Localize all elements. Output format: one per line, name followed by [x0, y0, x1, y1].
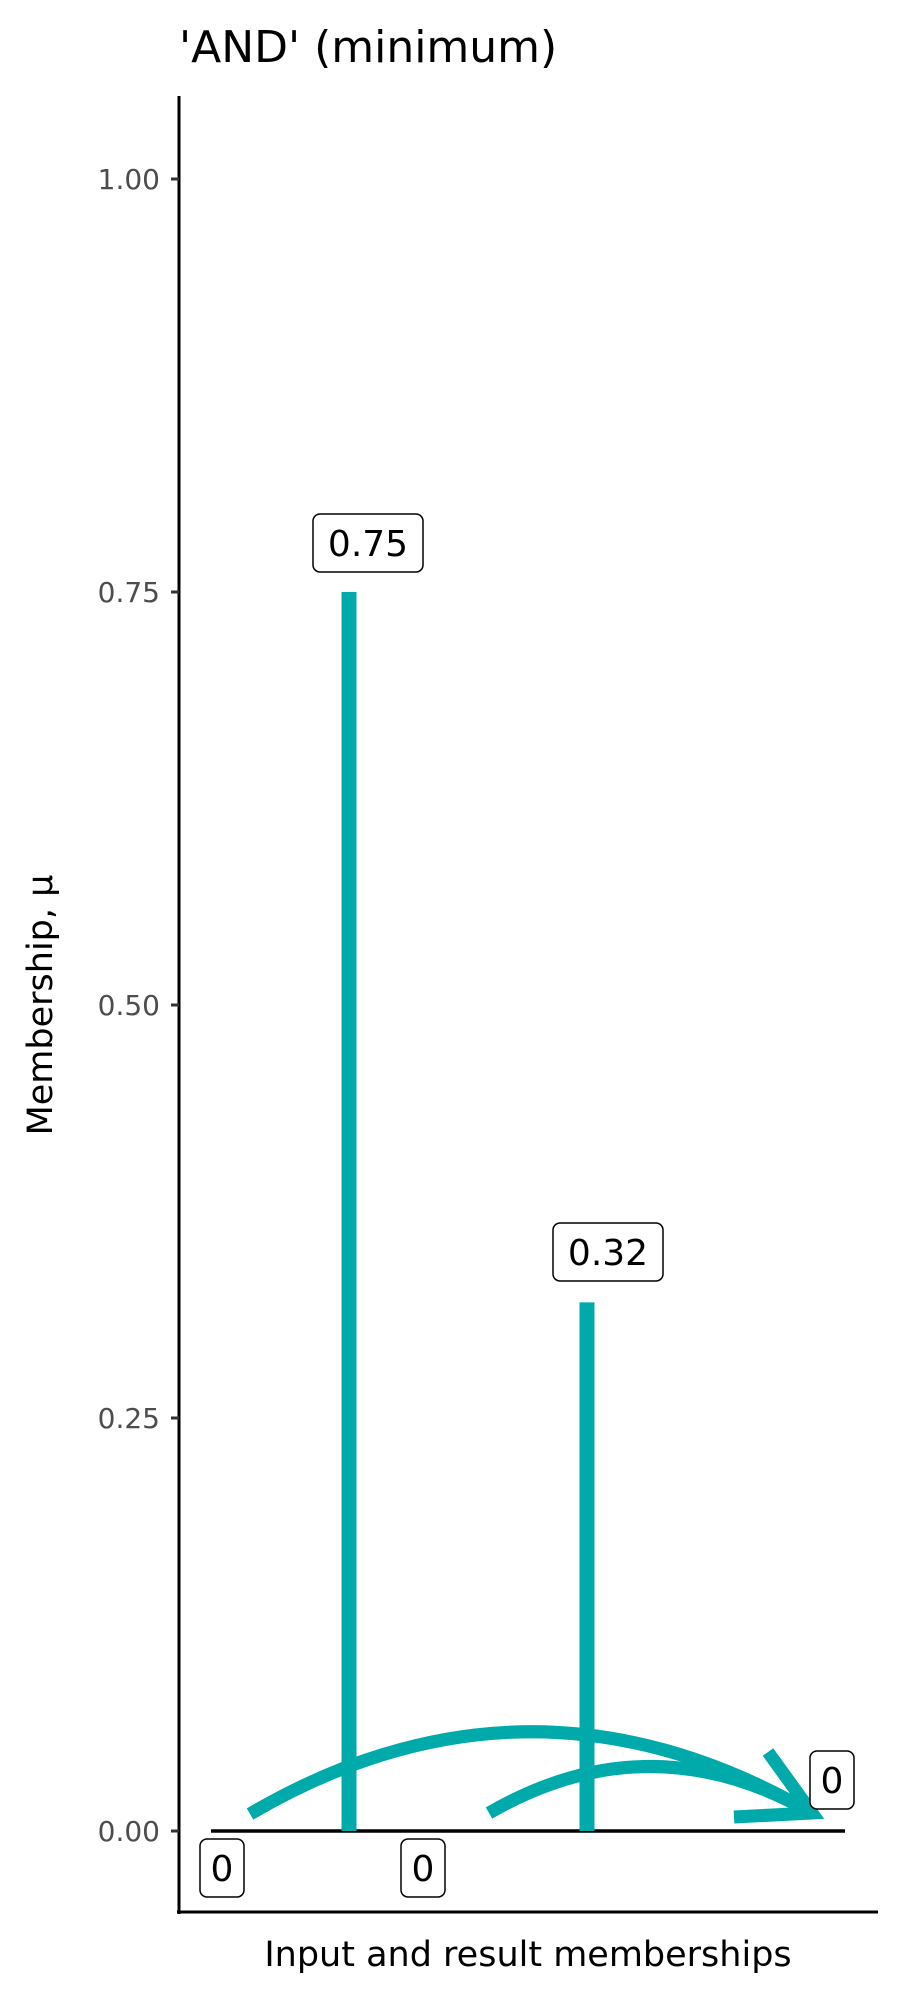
value-label: 0.75	[312, 513, 424, 573]
y-tick-label: 0.00	[98, 1815, 160, 1848]
value-label: 0	[199, 1838, 245, 1898]
chart-title: 'AND' (minimum)	[179, 22, 557, 73]
y-tick-label: 0.75	[98, 576, 160, 609]
y-tick-label: 0.25	[98, 1402, 160, 1435]
value-label: 0.32	[552, 1222, 664, 1282]
arrows	[246, 1725, 825, 1824]
label-box	[199, 1838, 245, 1898]
y-ticks: 0.00 0.25 0.50 0.75 1.00	[98, 163, 179, 1848]
y-tick-label: 1.00	[98, 163, 160, 196]
value-label: 0	[400, 1838, 446, 1898]
arrow-curve	[485, 1760, 816, 1819]
y-axis-title: Membership, μ	[21, 875, 61, 1136]
value-labels: 0 0.75 0 0.32 0	[199, 513, 855, 1898]
label-text: 0.75	[328, 524, 408, 565]
label-box	[400, 1838, 446, 1898]
label-text: 0.32	[568, 1233, 648, 1274]
y-tick-label: 0.50	[98, 989, 160, 1022]
label-text: 0	[821, 1761, 844, 1802]
label-text: 0	[412, 1849, 435, 1890]
value-label: 0	[809, 1750, 855, 1810]
label-text: 0	[211, 1849, 234, 1890]
label-box	[312, 513, 424, 573]
arrowhead	[733, 1748, 825, 1824]
x-axis-title: Input and result memberships	[264, 1935, 791, 1975]
label-box	[552, 1222, 664, 1282]
label-box	[809, 1750, 855, 1810]
bars	[341, 592, 595, 1831]
